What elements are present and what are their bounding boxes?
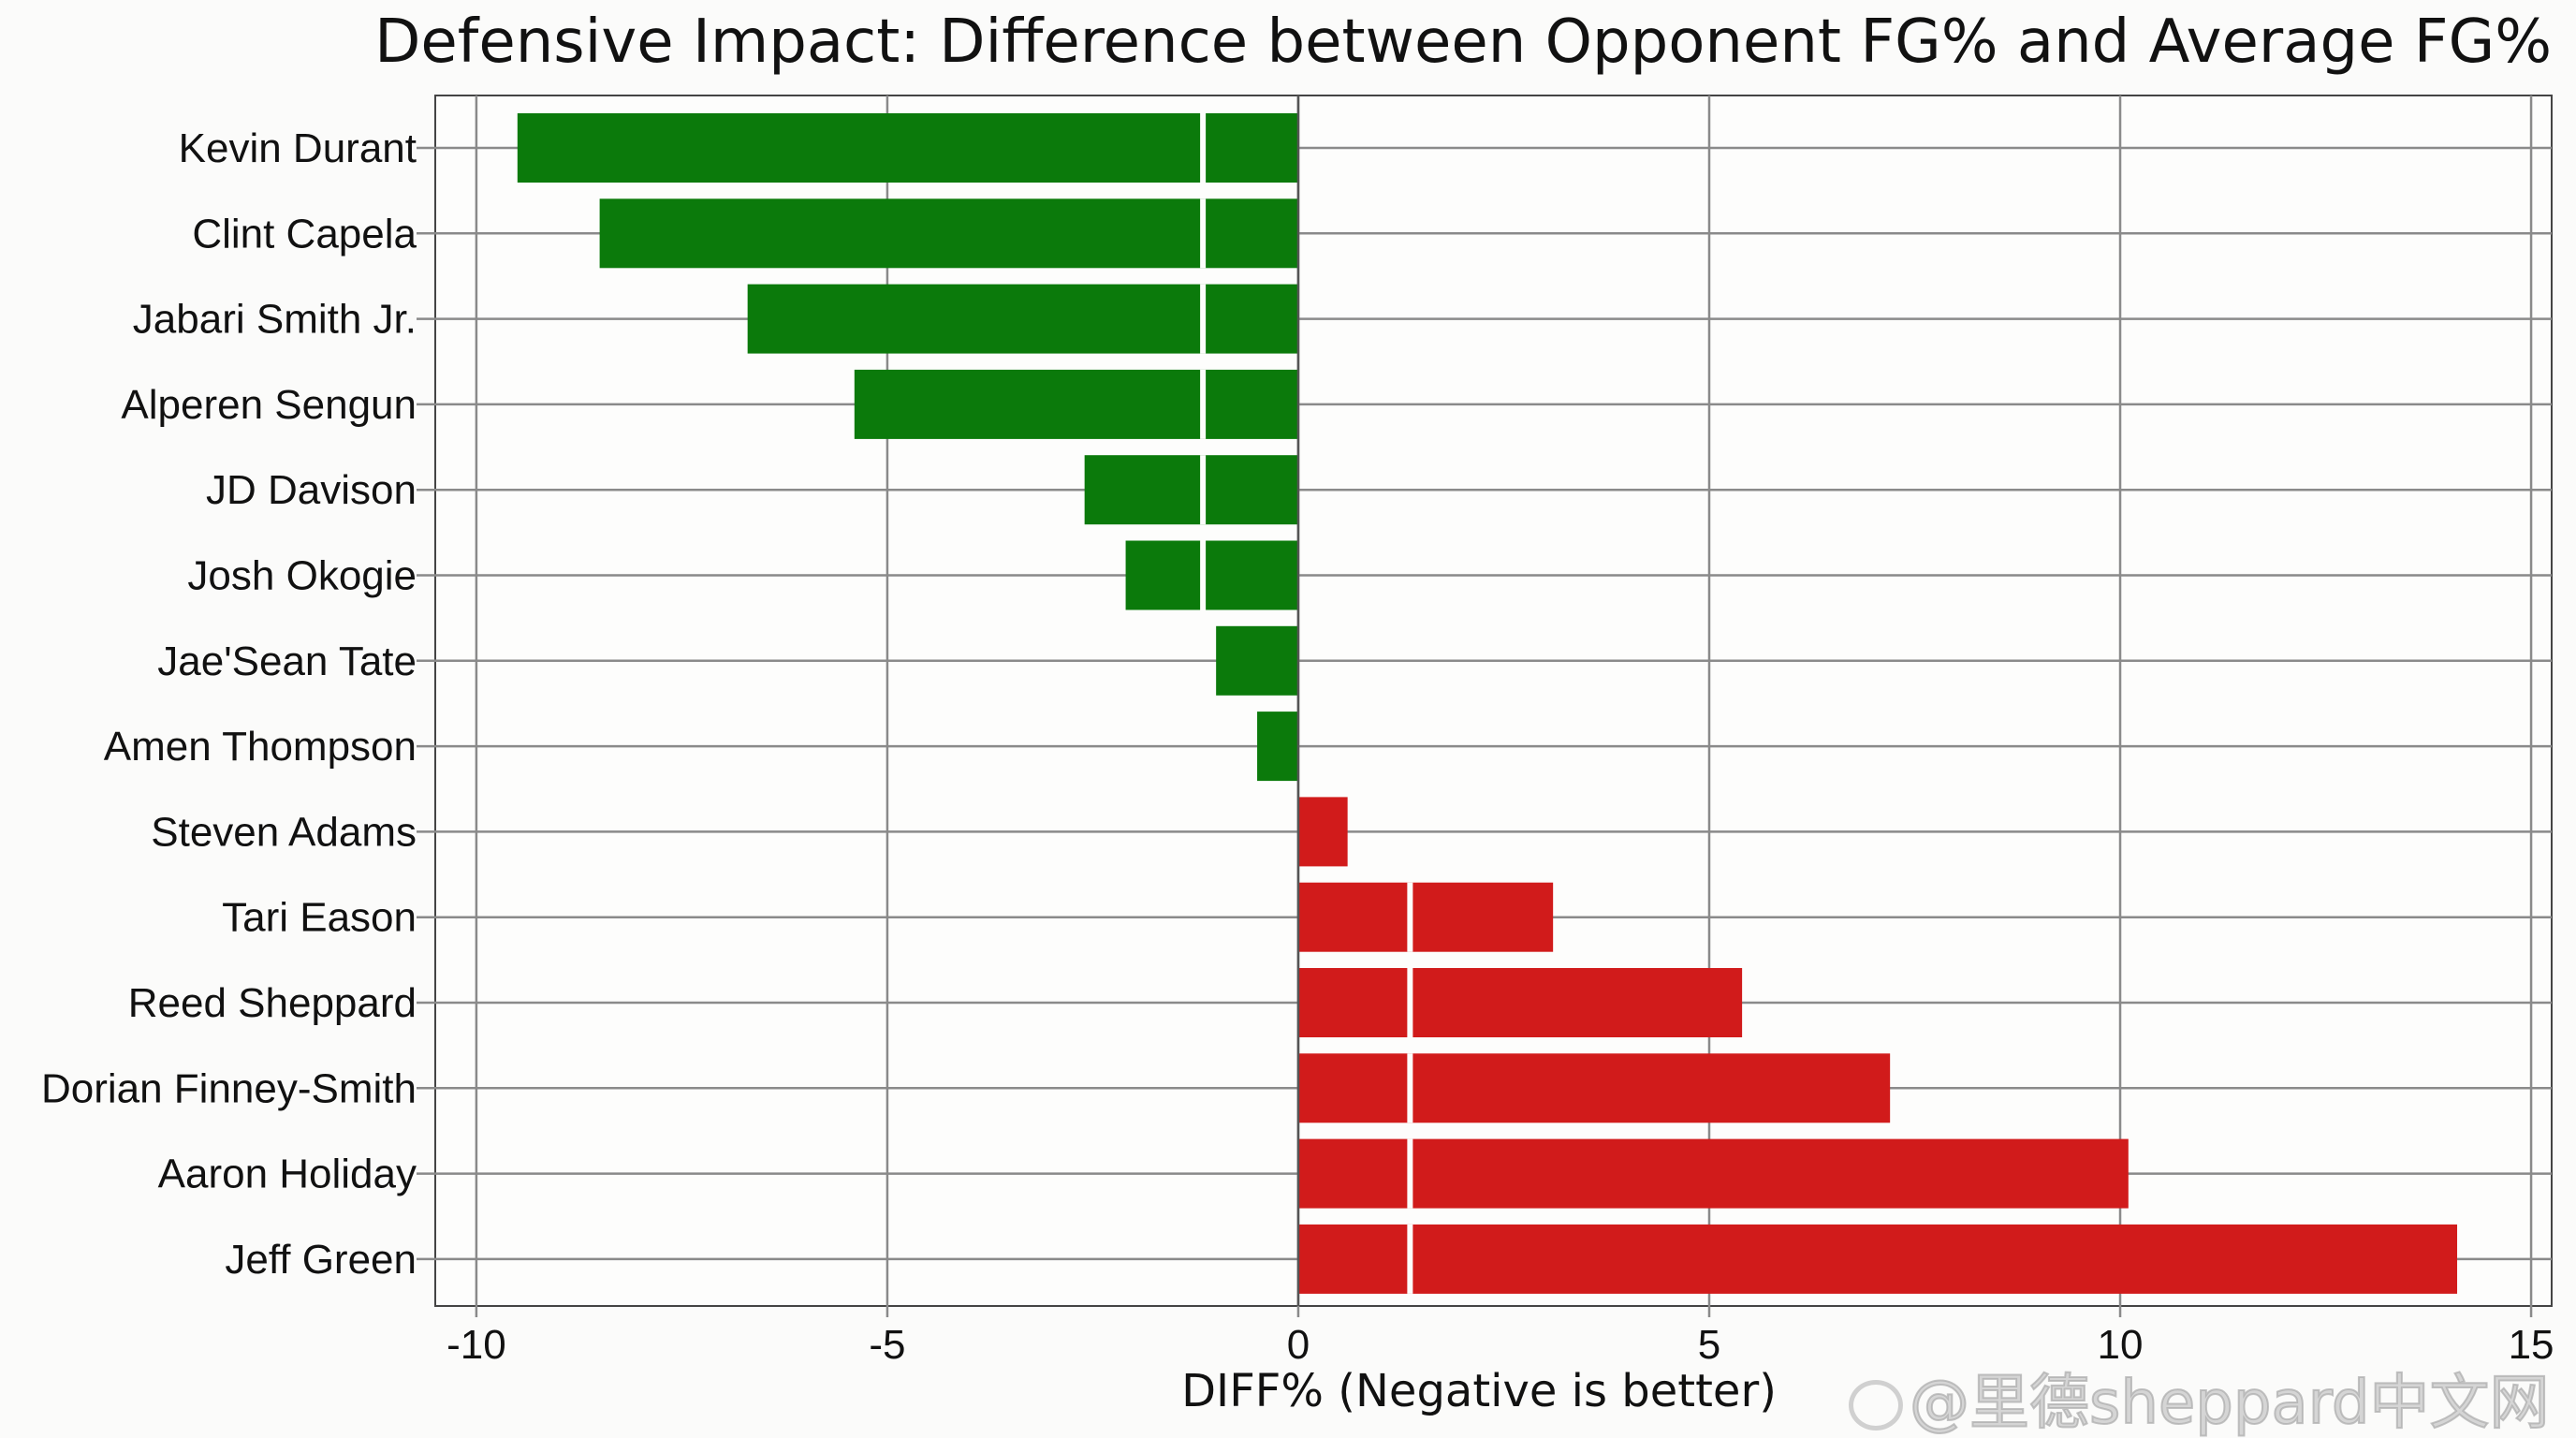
x-tick-label: 5 xyxy=(1698,1322,1720,1368)
x-tick-label: 0 xyxy=(1287,1322,1310,1368)
y-tick-label: Kevin Durant xyxy=(179,125,417,171)
watermark: @里德sheppard中文网 xyxy=(1909,1369,2551,1438)
bar-seam xyxy=(1200,540,1207,610)
y-tick-label: Jeff Green xyxy=(225,1237,417,1283)
x-tick-label: -10 xyxy=(446,1322,506,1368)
y-tick-label: Reed Sheppard xyxy=(128,980,417,1026)
bar-dorian-finney-smith xyxy=(1297,1053,1891,1123)
weibo-logo-icon xyxy=(1849,1380,1903,1431)
bar-kevin-durant xyxy=(517,113,1298,183)
x-tick-label: 15 xyxy=(2509,1322,2554,1368)
bar-jeff-green xyxy=(1297,1224,2458,1294)
bar-seam xyxy=(1407,1053,1413,1123)
bar-aaron-holiday xyxy=(1297,1138,2129,1209)
bar-jabari-smith-jr- xyxy=(747,284,1298,354)
y-tick-label: Dorian Finney-Smith xyxy=(41,1065,417,1111)
bar-alperen-sengun xyxy=(854,369,1298,439)
chart-title: Defensive Impact: Difference between Opp… xyxy=(374,7,2552,77)
bar-seam xyxy=(1407,882,1413,952)
bar-seam xyxy=(1200,113,1207,183)
bar-seam xyxy=(1407,1224,1413,1294)
bar-seam xyxy=(1200,284,1207,354)
bar-steven-adams xyxy=(1297,797,1348,867)
x-axis-label: DIFF% (Negative is better) xyxy=(1181,1365,1777,1417)
y-tick-label: Clint Capela xyxy=(192,211,417,257)
x-tick-label: 10 xyxy=(2098,1322,2144,1368)
y-tick-label: Aaron Holiday xyxy=(158,1152,417,1197)
y-tick-label: Jabari Smith Jr. xyxy=(133,297,417,343)
y-tick-label: JD Davison xyxy=(206,467,417,513)
plot-area xyxy=(434,95,2553,1307)
bar-amen-thompson xyxy=(1257,712,1298,782)
y-tick-label: Jae'Sean Tate xyxy=(157,638,417,684)
bar-jae-sean-tate xyxy=(1216,625,1298,696)
x-tick-label: -5 xyxy=(869,1322,905,1368)
bar-josh-okogie xyxy=(1125,540,1298,610)
bar-seam xyxy=(1407,1138,1413,1209)
bar-tari-eason xyxy=(1297,882,1554,952)
y-tick-label: Amen Thompson xyxy=(104,724,417,770)
bar-clint-capela xyxy=(599,198,1298,269)
y-tick-label: Tari Eason xyxy=(222,895,417,941)
bar-seam xyxy=(1200,369,1207,439)
bar-seam xyxy=(1200,455,1207,525)
y-tick-label: Steven Adams xyxy=(151,809,417,855)
bar-reed-sheppard xyxy=(1297,968,1743,1037)
y-tick-label: Alperen Sengun xyxy=(121,382,417,428)
bar-seam xyxy=(1407,968,1413,1037)
y-tick-label: Josh Okogie xyxy=(187,553,417,599)
bar-seam xyxy=(1200,198,1207,269)
bar-jd-davison xyxy=(1084,455,1298,525)
